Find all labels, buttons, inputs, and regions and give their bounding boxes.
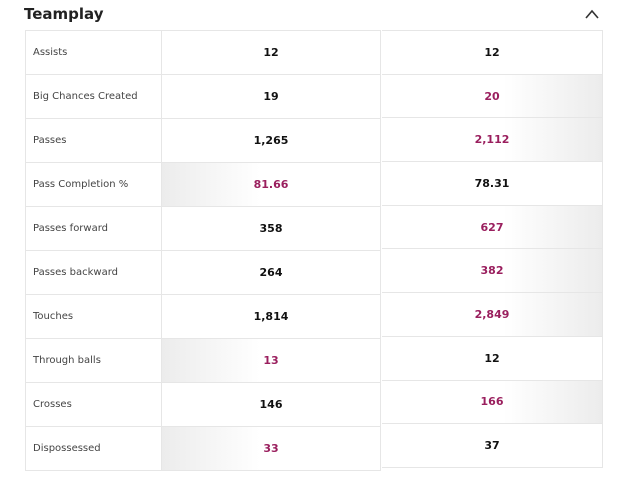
table-row: Dispossessed 33	[25, 427, 381, 471]
right-value: 2,849	[382, 293, 602, 336]
stat-label: Passes backward	[25, 251, 162, 294]
stat-label: Crosses	[25, 383, 162, 426]
table-row: Crosses 146	[25, 383, 381, 427]
left-value: 33	[162, 427, 381, 470]
right-value: 12	[484, 351, 500, 365]
chevron-up-icon[interactable]	[584, 6, 600, 20]
stats-table-left: Assists 12 Big Chances Created 19 Passes 1,26…	[25, 30, 381, 471]
table-row: Assists 12	[25, 31, 381, 75]
stat-label: Passes forward	[25, 207, 162, 250]
table-row: 166	[382, 380, 603, 425]
table-row: 20	[382, 74, 603, 119]
table-row: 78.31	[382, 162, 603, 206]
table-row: Pass Completion % 81.66	[25, 163, 381, 207]
left-value: 1,265	[162, 119, 381, 162]
table-row: Passes forward 358	[25, 207, 381, 251]
left-value: 146	[162, 383, 381, 426]
right-value: 37	[484, 439, 500, 453]
left-value: 1,814	[162, 295, 381, 338]
table-row: Through balls 13	[25, 339, 381, 383]
right-value: 12	[484, 45, 500, 59]
left-value: 12	[162, 31, 381, 74]
stat-label: Dispossessed	[25, 427, 162, 470]
stat-label: Passes	[25, 119, 162, 162]
right-value: 2,112	[382, 118, 602, 162]
table-row: Passes 1,265	[25, 119, 381, 163]
right-value: 20	[382, 74, 602, 118]
left-value: 358	[162, 207, 381, 250]
table-row: 37	[382, 424, 603, 468]
right-value: 382	[382, 249, 602, 293]
left-value: 81.66	[162, 163, 381, 206]
table-row: 382	[382, 249, 603, 294]
right-value: 627	[382, 205, 602, 249]
table-row: Passes backward 264	[25, 251, 381, 295]
table-row: Touches 1,814	[25, 295, 381, 339]
table-row: 627	[382, 205, 603, 250]
stat-label: Big Chances Created	[25, 75, 162, 118]
table-row: 12	[382, 336, 603, 381]
stat-label: Pass Completion %	[25, 163, 162, 206]
stat-label: Assists	[25, 31, 162, 74]
table-row: 2,112	[382, 118, 603, 163]
stat-label: Touches	[25, 295, 162, 338]
section-title: Teamplay	[24, 5, 104, 23]
table-row: 2,849	[382, 293, 603, 337]
left-value: 264	[162, 251, 381, 294]
left-value: 19	[162, 75, 381, 118]
stats-table-right: 12 20 2,112 78.31 627 382 2,849 12 166 37	[382, 30, 603, 468]
stat-label: Through balls	[25, 339, 162, 382]
right-value: 166	[382, 380, 602, 424]
right-value: 78.31	[474, 176, 510, 190]
table-row: 12	[382, 31, 603, 75]
table-row: Big Chances Created 19	[25, 75, 381, 119]
left-value: 13	[162, 339, 381, 382]
